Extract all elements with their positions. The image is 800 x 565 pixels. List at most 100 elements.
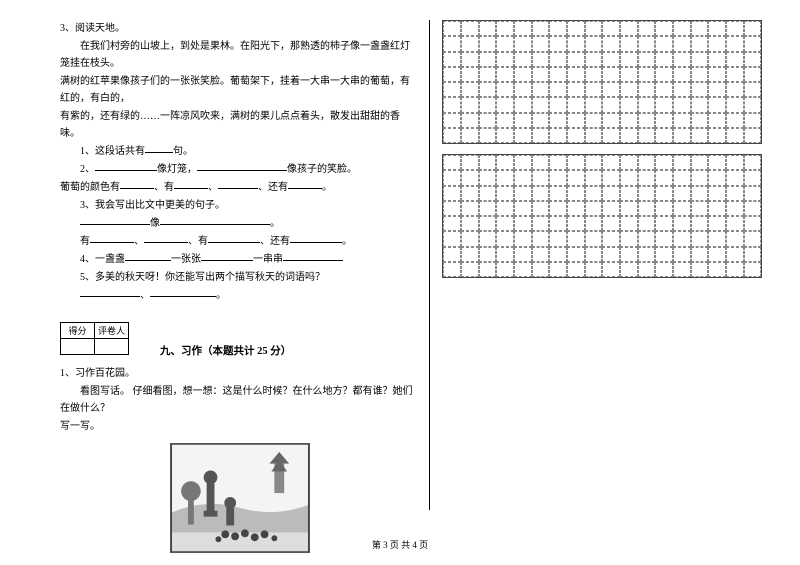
grid-cell[interactable]	[461, 97, 479, 112]
grid-cell[interactable]	[655, 247, 673, 262]
grid-cell[interactable]	[461, 128, 479, 143]
grid-cell[interactable]	[585, 21, 603, 36]
grid-cell[interactable]	[532, 247, 550, 262]
grid-cell[interactable]	[532, 262, 550, 277]
grid-cell[interactable]	[443, 128, 461, 143]
grid-cell[interactable]	[655, 113, 673, 128]
blank[interactable]	[80, 215, 150, 225]
grid-cell[interactable]	[567, 231, 585, 246]
grid-cell[interactable]	[691, 97, 709, 112]
grid-cell[interactable]	[479, 67, 497, 82]
grid-cell[interactable]	[638, 36, 656, 51]
grid-cell[interactable]	[443, 36, 461, 51]
grid-cell[interactable]	[708, 21, 726, 36]
grid-cell[interactable]	[443, 113, 461, 128]
grid-cell[interactable]	[514, 21, 532, 36]
grid-cell[interactable]	[673, 155, 691, 170]
grid-cell[interactable]	[708, 82, 726, 97]
blank[interactable]	[174, 179, 208, 189]
grid-cell[interactable]	[726, 155, 744, 170]
grid-cell[interactable]	[514, 52, 532, 67]
grid-cell[interactable]	[673, 82, 691, 97]
writing-grid-2[interactable]	[442, 154, 762, 278]
grid-cell[interactable]	[549, 231, 567, 246]
grid-cell[interactable]	[638, 82, 656, 97]
grid-cell[interactable]	[443, 247, 461, 262]
grid-cell[interactable]	[638, 67, 656, 82]
grid-cell[interactable]	[708, 216, 726, 231]
grid-cell[interactable]	[549, 113, 567, 128]
grid-cell[interactable]	[443, 262, 461, 277]
grid-cell[interactable]	[567, 186, 585, 201]
grid-cell[interactable]	[514, 216, 532, 231]
grid-cell[interactable]	[567, 52, 585, 67]
grid-cell[interactable]	[744, 36, 762, 51]
grid-cell[interactable]	[479, 231, 497, 246]
grid-cell[interactable]	[602, 36, 620, 51]
grid-cell[interactable]	[479, 113, 497, 128]
grid-cell[interactable]	[655, 21, 673, 36]
grid-cell[interactable]	[620, 82, 638, 97]
grid-cell[interactable]	[479, 128, 497, 143]
grid-cell[interactable]	[602, 128, 620, 143]
grid-cell[interactable]	[549, 21, 567, 36]
grid-cell[interactable]	[567, 97, 585, 112]
grid-cell[interactable]	[655, 128, 673, 143]
grid-cell[interactable]	[673, 216, 691, 231]
grid-cell[interactable]	[673, 113, 691, 128]
grid-cell[interactable]	[620, 67, 638, 82]
grid-cell[interactable]	[461, 201, 479, 216]
grid-cell[interactable]	[549, 67, 567, 82]
grid-cell[interactable]	[691, 170, 709, 185]
grid-cell[interactable]	[549, 170, 567, 185]
grid-cell[interactable]	[620, 186, 638, 201]
grid-cell[interactable]	[726, 52, 744, 67]
grid-cell[interactable]	[691, 201, 709, 216]
grid-cell[interactable]	[496, 67, 514, 82]
grid-cell[interactable]	[567, 262, 585, 277]
grid-cell[interactable]	[744, 113, 762, 128]
grid-cell[interactable]	[638, 201, 656, 216]
grid-cell[interactable]	[638, 52, 656, 67]
grid-cell[interactable]	[744, 216, 762, 231]
grid-cell[interactable]	[744, 97, 762, 112]
grid-cell[interactable]	[514, 186, 532, 201]
blank[interactable]	[144, 233, 188, 243]
grid-cell[interactable]	[655, 82, 673, 97]
grid-cell[interactable]	[673, 97, 691, 112]
grid-cell[interactable]	[602, 170, 620, 185]
grid-cell[interactable]	[744, 52, 762, 67]
grid-cell[interactable]	[585, 216, 603, 231]
grid-cell[interactable]	[532, 21, 550, 36]
grid-cell[interactable]	[443, 82, 461, 97]
grid-cell[interactable]	[638, 186, 656, 201]
grid-cell[interactable]	[673, 21, 691, 36]
grid-cell[interactable]	[514, 201, 532, 216]
grid-cell[interactable]	[585, 231, 603, 246]
blank[interactable]	[208, 233, 260, 243]
grid-cell[interactable]	[461, 155, 479, 170]
grid-cell[interactable]	[443, 155, 461, 170]
grid-cell[interactable]	[496, 155, 514, 170]
grid-cell[interactable]	[549, 52, 567, 67]
grid-cell[interactable]	[479, 201, 497, 216]
grid-cell[interactable]	[479, 216, 497, 231]
grid-cell[interactable]	[461, 67, 479, 82]
grid-cell[interactable]	[461, 21, 479, 36]
grid-cell[interactable]	[638, 155, 656, 170]
grid-cell[interactable]	[655, 231, 673, 246]
grid-cell[interactable]	[655, 216, 673, 231]
grid-cell[interactable]	[443, 201, 461, 216]
grid-cell[interactable]	[496, 247, 514, 262]
grid-cell[interactable]	[496, 216, 514, 231]
grid-cell[interactable]	[443, 170, 461, 185]
grid-cell[interactable]	[532, 201, 550, 216]
grid-cell[interactable]	[673, 36, 691, 51]
grid-cell[interactable]	[496, 262, 514, 277]
grid-cell[interactable]	[691, 36, 709, 51]
grid-cell[interactable]	[726, 67, 744, 82]
grid-cell[interactable]	[638, 113, 656, 128]
grid-cell[interactable]	[602, 201, 620, 216]
grid-cell[interactable]	[443, 21, 461, 36]
grid-cell[interactable]	[673, 201, 691, 216]
